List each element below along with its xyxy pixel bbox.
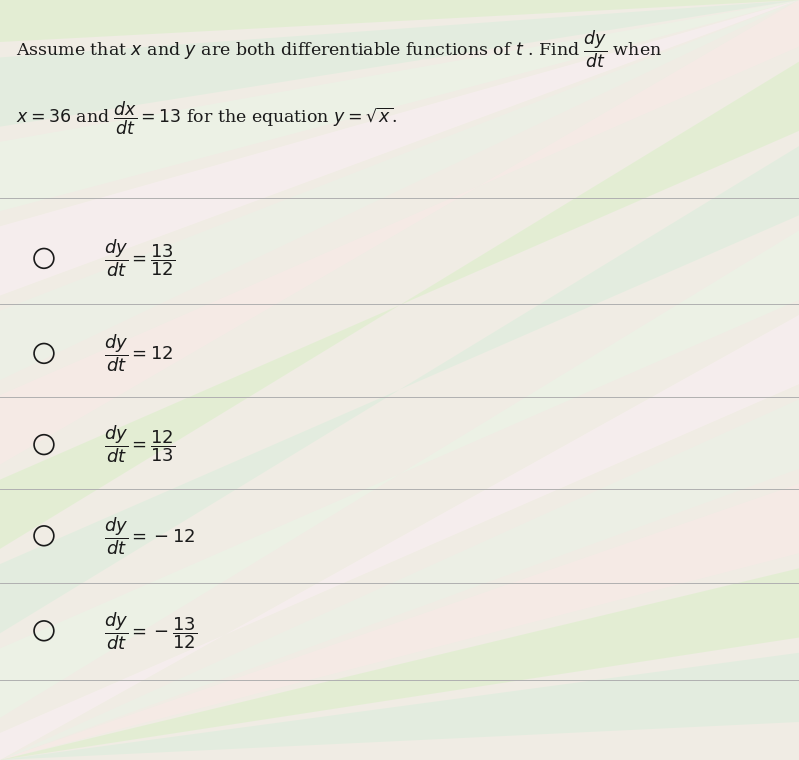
Polygon shape bbox=[0, 484, 799, 760]
Polygon shape bbox=[0, 0, 799, 43]
Polygon shape bbox=[0, 568, 799, 760]
Polygon shape bbox=[0, 0, 799, 211]
Text: $\dfrac{dy}{dt} = -\dfrac{13}{12}$: $\dfrac{dy}{dt} = -\dfrac{13}{12}$ bbox=[104, 610, 197, 651]
Text: Assume that $x$ and $y$ are both differentiable functions of $t$ . Find $\dfrac{: Assume that $x$ and $y$ are both differe… bbox=[16, 29, 662, 70]
Polygon shape bbox=[0, 0, 799, 127]
Text: $\dfrac{dy}{dt} = \dfrac{12}{13}$: $\dfrac{dy}{dt} = \dfrac{12}{13}$ bbox=[104, 424, 175, 465]
Polygon shape bbox=[0, 0, 799, 464]
Polygon shape bbox=[0, 230, 799, 717]
Polygon shape bbox=[0, 0, 799, 296]
Polygon shape bbox=[0, 62, 799, 549]
Polygon shape bbox=[0, 146, 799, 633]
Polygon shape bbox=[0, 0, 799, 380]
Polygon shape bbox=[0, 400, 799, 760]
Text: $\dfrac{dy}{dt} = \dfrac{13}{12}$: $\dfrac{dy}{dt} = \dfrac{13}{12}$ bbox=[104, 238, 175, 279]
Polygon shape bbox=[0, 653, 799, 760]
Text: $\dfrac{dy}{dt} = 12$: $\dfrac{dy}{dt} = 12$ bbox=[104, 333, 173, 374]
Text: $\dfrac{dy}{dt} = -12$: $\dfrac{dy}{dt} = -12$ bbox=[104, 515, 196, 556]
Text: $x = 36$ and $\dfrac{dx}{dt} = 13$ for the equation $y = \sqrt{x}$.: $x = 36$ and $\dfrac{dx}{dt} = 13$ for t… bbox=[16, 99, 397, 137]
Polygon shape bbox=[0, 315, 799, 760]
